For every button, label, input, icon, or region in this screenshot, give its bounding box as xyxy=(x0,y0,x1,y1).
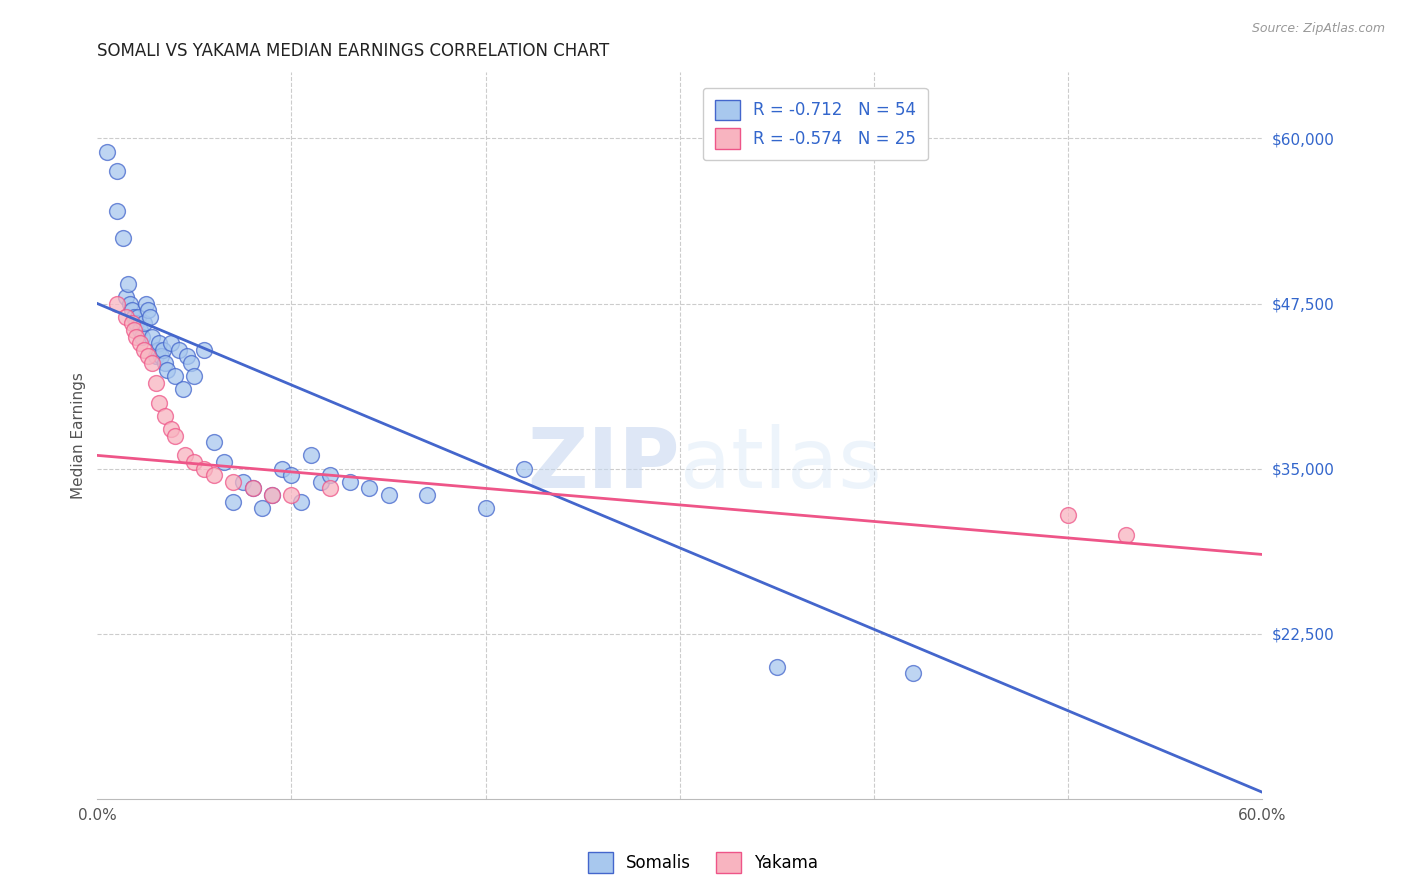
Y-axis label: Median Earnings: Median Earnings xyxy=(72,372,86,499)
Point xyxy=(148,395,170,409)
Point xyxy=(319,468,342,483)
Point xyxy=(96,145,118,159)
Point xyxy=(150,350,173,364)
Point xyxy=(122,310,145,324)
Point xyxy=(155,409,177,423)
Point xyxy=(160,336,183,351)
Point xyxy=(105,204,128,219)
Point xyxy=(513,461,536,475)
Text: SOMALI VS YAKAMA MEDIAN EARNINGS CORRELATION CHART: SOMALI VS YAKAMA MEDIAN EARNINGS CORRELA… xyxy=(97,42,610,60)
Point xyxy=(160,422,183,436)
Point xyxy=(115,310,138,324)
Point xyxy=(129,336,152,351)
Text: ZIP: ZIP xyxy=(527,424,679,505)
Point xyxy=(309,475,332,489)
Text: atlas: atlas xyxy=(679,424,882,505)
Point xyxy=(121,316,143,330)
Point xyxy=(146,343,169,357)
Point xyxy=(212,455,235,469)
Point xyxy=(339,475,361,489)
Point xyxy=(242,482,264,496)
Point xyxy=(105,164,128,178)
Point xyxy=(232,475,254,489)
Point xyxy=(262,488,284,502)
Point xyxy=(176,350,198,364)
Point xyxy=(222,475,245,489)
Point xyxy=(1057,508,1080,522)
Point xyxy=(155,356,177,370)
Point xyxy=(193,461,215,475)
Point xyxy=(172,383,194,397)
Point xyxy=(145,376,167,390)
Point xyxy=(163,369,186,384)
Point xyxy=(180,356,202,370)
Point xyxy=(125,316,148,330)
Point xyxy=(132,343,155,357)
Point xyxy=(766,659,789,673)
Point xyxy=(136,303,159,318)
Point xyxy=(163,428,186,442)
Point xyxy=(105,296,128,310)
Point xyxy=(167,343,190,357)
Point xyxy=(474,501,496,516)
Point xyxy=(173,449,195,463)
Point xyxy=(202,435,225,450)
Point xyxy=(1115,527,1137,541)
Point xyxy=(111,230,134,244)
Point xyxy=(127,310,149,324)
Point xyxy=(280,468,302,483)
Point xyxy=(139,310,162,324)
Point xyxy=(120,296,142,310)
Point xyxy=(222,494,245,508)
Point xyxy=(141,356,163,370)
Point xyxy=(242,482,264,496)
Point xyxy=(129,323,152,337)
Point xyxy=(148,336,170,351)
Point xyxy=(132,316,155,330)
Point xyxy=(290,494,312,508)
Point xyxy=(319,482,342,496)
Text: Source: ZipAtlas.com: Source: ZipAtlas.com xyxy=(1251,22,1385,36)
Point xyxy=(183,455,205,469)
Point xyxy=(115,290,138,304)
Point xyxy=(122,323,145,337)
Point xyxy=(136,350,159,364)
Point xyxy=(145,350,167,364)
Point xyxy=(359,482,381,496)
Point xyxy=(156,362,179,376)
Point xyxy=(299,449,322,463)
Point xyxy=(141,329,163,343)
Point xyxy=(270,461,292,475)
Point xyxy=(901,666,924,681)
Legend: R = -0.712   N = 54, R = -0.574   N = 25: R = -0.712 N = 54, R = -0.574 N = 25 xyxy=(703,88,928,161)
Point xyxy=(416,488,439,502)
Point xyxy=(202,468,225,483)
Point xyxy=(280,488,302,502)
Legend: Somalis, Yakama: Somalis, Yakama xyxy=(581,846,825,880)
Point xyxy=(262,488,284,502)
Point xyxy=(121,303,143,318)
Point xyxy=(135,296,157,310)
Point xyxy=(252,501,274,516)
Point xyxy=(183,369,205,384)
Point xyxy=(131,329,153,343)
Point xyxy=(152,343,174,357)
Point xyxy=(193,343,215,357)
Point xyxy=(117,277,139,291)
Point xyxy=(377,488,399,502)
Point xyxy=(125,329,148,343)
